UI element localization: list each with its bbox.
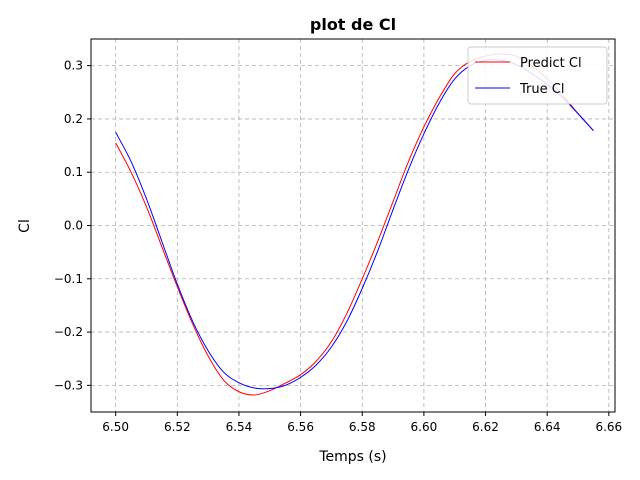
y-tick-label: 0.2 bbox=[64, 112, 83, 126]
legend-label-true-cl: True Cl bbox=[519, 82, 564, 97]
x-tick-label: 6.50 bbox=[102, 420, 129, 434]
y-tick-label: −0.3 bbox=[54, 378, 83, 392]
x-tick-label: 6.52 bbox=[164, 420, 191, 434]
chart-title: plot de Cl bbox=[310, 15, 396, 34]
legend-label-predict-cl: Predict Cl bbox=[520, 56, 582, 71]
axis-ticks: 6.50 6.52 6.54 6.56 6.58 6.60 6.62 6.64 6.66 −0.3… bbox=[54, 59, 622, 434]
y-tick-label: −0.2 bbox=[54, 325, 83, 339]
x-tick-label: 6.66 bbox=[595, 420, 622, 434]
x-axis-label: Temps (s) bbox=[318, 449, 386, 465]
legend-box bbox=[467, 46, 608, 105]
x-tick-label: 6.58 bbox=[349, 420, 376, 434]
y-tick-label: 0.3 bbox=[64, 59, 83, 73]
x-tick-label: 6.64 bbox=[534, 420, 561, 434]
x-tick-label: 6.62 bbox=[472, 420, 499, 434]
x-tick-label: 6.54 bbox=[226, 420, 253, 434]
x-tick-label: 6.60 bbox=[411, 420, 438, 434]
legend: Predict Cl True Cl bbox=[467, 46, 608, 105]
y-tick-label: −0.1 bbox=[54, 272, 83, 286]
y-tick-label: 0.0 bbox=[64, 219, 83, 233]
x-tick-label: 6.56 bbox=[287, 420, 314, 434]
y-axis-label: Cl bbox=[17, 219, 33, 233]
y-tick-label: 0.1 bbox=[64, 165, 83, 179]
